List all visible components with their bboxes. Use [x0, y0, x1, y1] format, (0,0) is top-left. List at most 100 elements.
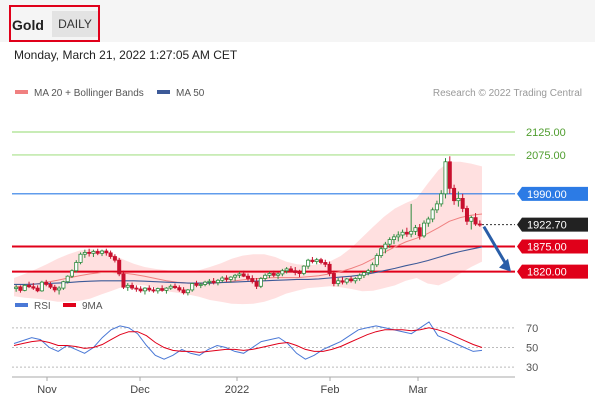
symbol-label: Gold — [12, 17, 44, 33]
candle-body-up — [344, 278, 349, 283]
candle — [456, 191, 461, 207]
bollinger-bands — [14, 161, 482, 305]
candle-body-up — [387, 239, 392, 245]
candle — [271, 270, 276, 278]
candle-body-up — [228, 276, 233, 280]
candle — [340, 277, 345, 285]
candle — [142, 287, 147, 295]
candle-body-up — [203, 281, 208, 285]
candle-body-up — [267, 273, 272, 276]
candle — [284, 267, 289, 274]
candle-body-down — [151, 289, 156, 292]
candle — [181, 287, 186, 295]
candle — [194, 280, 199, 288]
candle — [357, 273, 362, 281]
candle — [121, 270, 126, 290]
candle — [374, 253, 379, 268]
candle — [327, 261, 332, 277]
research-credit: Research © 2022 Trading Central — [433, 88, 582, 99]
candle-body-down — [310, 259, 315, 262]
period-button[interactable]: DAILY — [52, 11, 98, 37]
rsi-tick-label: 50 — [526, 342, 538, 354]
candle-body-down — [323, 262, 328, 265]
candle-body-down — [130, 284, 135, 289]
candle — [250, 275, 255, 284]
candle — [57, 286, 62, 295]
candle-body-down — [452, 187, 457, 202]
candle-body-up — [366, 270, 371, 273]
candle-body-up — [280, 270, 285, 275]
candle — [224, 275, 229, 282]
candle — [112, 254, 117, 263]
last-tag-bg — [517, 217, 588, 232]
candle-body-up — [370, 264, 375, 272]
candle-body-up — [353, 278, 358, 282]
candle — [366, 268, 371, 276]
candle — [439, 190, 444, 207]
candle-body-up — [258, 278, 263, 287]
rsi-legend-label: RSI — [34, 301, 51, 312]
candle-body-down — [160, 288, 165, 291]
candle-body-up — [78, 253, 83, 263]
candle-body-up — [409, 230, 414, 235]
candle-body-down — [173, 285, 178, 289]
candle — [301, 265, 306, 276]
candle-body-down — [181, 289, 186, 294]
candle — [52, 284, 57, 293]
candle-body-down — [477, 223, 482, 226]
candle — [117, 257, 122, 277]
candle-body-down — [460, 197, 465, 209]
candle-body-up — [74, 262, 79, 272]
ma50-legend-swatch — [157, 90, 170, 94]
resistance-label: 2125.00 — [526, 127, 566, 139]
candle — [280, 268, 285, 277]
candle-body-up — [306, 259, 311, 267]
last-tag-label: 1922.70 — [527, 220, 567, 232]
candle-body-down — [473, 217, 478, 225]
candle-body-down — [194, 283, 199, 286]
candle — [417, 224, 422, 240]
candle-body-up — [430, 209, 435, 220]
candle — [138, 286, 143, 293]
forecast-arrow — [482, 225, 511, 272]
candle-body-up — [383, 243, 388, 250]
price-levels — [12, 131, 515, 273]
candle-body-up — [336, 280, 341, 284]
candle-body-up — [207, 280, 212, 283]
candle — [267, 271, 272, 279]
candle — [18, 285, 23, 293]
candle — [211, 278, 216, 285]
candle — [134, 285, 139, 292]
candle — [276, 272, 281, 279]
candle-body-down — [147, 287, 152, 291]
candle-body-up — [469, 217, 474, 222]
candle-body-down — [288, 268, 293, 272]
support-tag-bg — [517, 264, 588, 279]
candle — [443, 158, 448, 199]
ma50-legend-label: MA 50 — [176, 88, 205, 99]
candle-body-down — [87, 252, 92, 254]
time-tick-label: 2022 — [225, 384, 249, 396]
candle — [87, 248, 92, 257]
bollinger-band-area — [14, 161, 482, 305]
candle — [314, 257, 319, 265]
candle-body-down — [318, 259, 323, 263]
candle — [22, 283, 27, 292]
resistance-label: 2075.00 — [526, 150, 566, 162]
candle — [379, 246, 384, 258]
candle — [61, 280, 66, 290]
candle-body-down — [44, 281, 49, 285]
candle — [391, 234, 396, 245]
candle — [14, 284, 19, 292]
candle — [413, 224, 418, 236]
candle-body-down — [245, 275, 250, 279]
candle-body-down — [340, 280, 345, 283]
candle — [207, 278, 212, 286]
candle-body-down — [177, 287, 182, 291]
candle-body-up — [190, 283, 195, 291]
support-tag-label: 1875.00 — [527, 241, 567, 253]
candle — [258, 277, 263, 289]
candle — [306, 258, 311, 269]
candle-body-down — [241, 273, 246, 277]
candle-body-up — [155, 288, 160, 292]
